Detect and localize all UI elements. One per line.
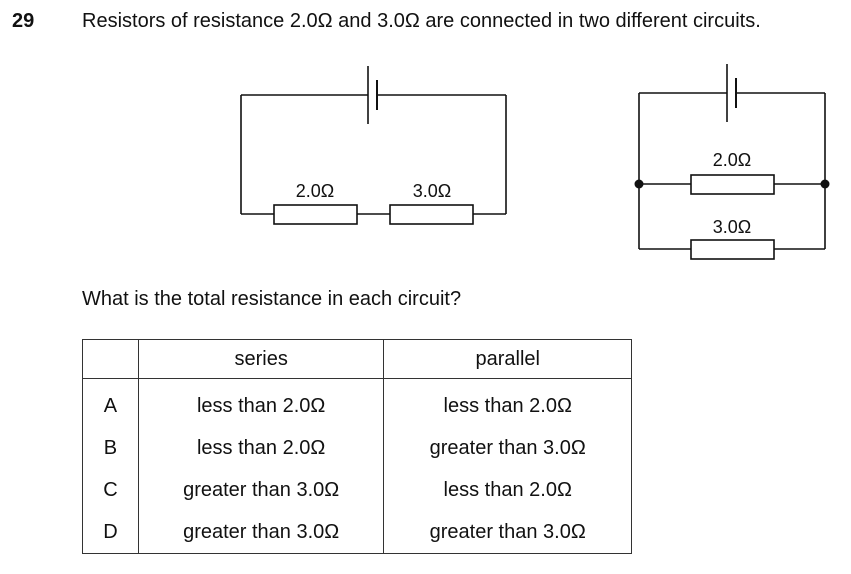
- answer-table: series parallel A less than 2.0Ω less th…: [82, 339, 632, 554]
- question-prompt: What is the total resistance in each cir…: [82, 288, 462, 310]
- option-parallel-value: less than 2.0Ω: [383, 378, 632, 427]
- option-letter: C: [82, 469, 139, 511]
- option-parallel-value: less than 2.0Ω: [383, 469, 632, 511]
- parallel-resistor-1-label: 2.0Ω: [713, 150, 751, 170]
- parallel-junction-left: [634, 179, 644, 189]
- answer-option-b[interactable]: B less than 2.0Ω greater than 3.0Ω: [82, 427, 632, 469]
- parallel-resistor-1: [690, 174, 775, 195]
- series-resistor-2: [389, 204, 474, 225]
- option-letter: B: [82, 427, 139, 469]
- option-series-value: less than 2.0Ω: [137, 427, 385, 469]
- question-number: 29: [12, 10, 35, 32]
- question-text: Resistors of resistance 2.0Ω and 3.0Ω ar…: [82, 10, 761, 32]
- answer-option-c[interactable]: C greater than 3.0Ω less than 2.0Ω: [82, 469, 632, 511]
- option-parallel-value: greater than 3.0Ω: [383, 427, 632, 469]
- option-letter: A: [82, 378, 139, 427]
- option-series-value: greater than 3.0Ω: [137, 469, 385, 511]
- header-series: series: [137, 339, 385, 379]
- series-resistor-1-label: 2.0Ω: [296, 181, 334, 201]
- option-letter: D: [82, 511, 139, 554]
- parallel-junction-right: [820, 179, 830, 189]
- option-series-value: greater than 3.0Ω: [137, 511, 385, 554]
- header-letter: [82, 339, 139, 379]
- series-resistor-1: [273, 204, 358, 225]
- answer-table-header-row: series parallel: [82, 339, 632, 379]
- parallel-resistor-2-label: 3.0Ω: [713, 217, 751, 237]
- series-resistor-2-label: 3.0Ω: [413, 181, 451, 201]
- option-series-value: less than 2.0Ω: [137, 378, 385, 427]
- answer-option-a[interactable]: A less than 2.0Ω less than 2.0Ω: [82, 378, 632, 427]
- parallel-resistor-2: [690, 239, 775, 260]
- answer-option-d[interactable]: D greater than 3.0Ω greater than 3.0Ω: [82, 511, 632, 554]
- header-parallel: parallel: [383, 339, 632, 379]
- option-parallel-value: greater than 3.0Ω: [383, 511, 632, 554]
